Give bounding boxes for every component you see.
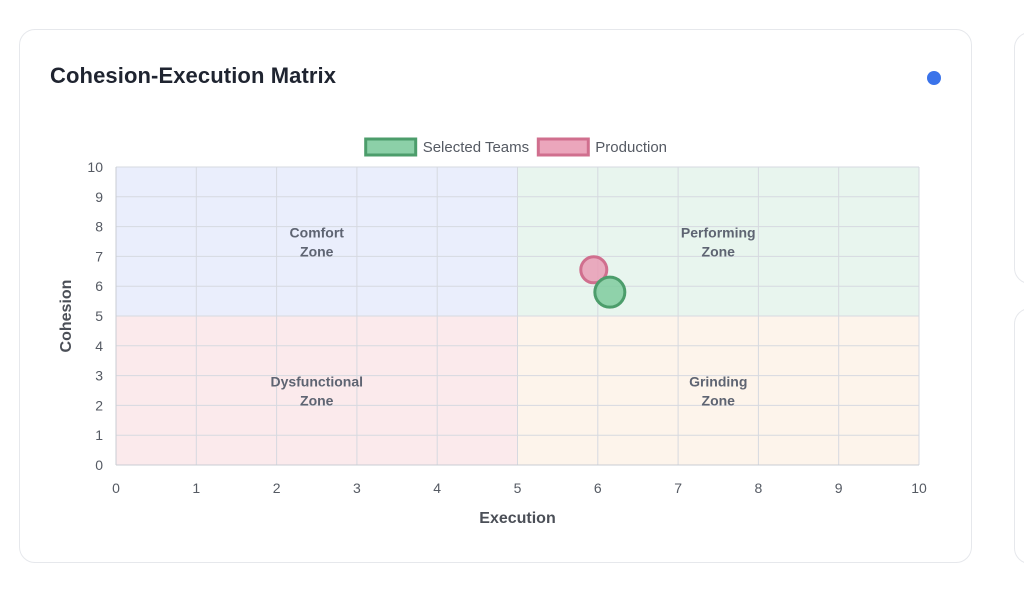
x-tick-label: 5 bbox=[514, 480, 522, 496]
zone-2 bbox=[116, 316, 518, 465]
legend-swatch bbox=[364, 137, 418, 157]
x-tick-label: 3 bbox=[353, 480, 361, 496]
y-tick-label: 8 bbox=[95, 219, 103, 235]
x-tick-label: 4 bbox=[433, 480, 441, 496]
zone-label: Dysfunctional Zone bbox=[270, 374, 363, 409]
x-axis-title: Execution bbox=[479, 510, 555, 527]
x-tick-label: 2 bbox=[273, 480, 281, 496]
x-tick-label: 10 bbox=[911, 480, 927, 496]
x-tick-label: 9 bbox=[835, 480, 843, 496]
y-tick-label: 5 bbox=[95, 308, 103, 324]
y-tick-label: 2 bbox=[95, 397, 103, 413]
x-tick-label: 8 bbox=[755, 480, 763, 496]
data-point-selected-teams bbox=[593, 275, 627, 309]
data-point-production bbox=[579, 255, 609, 285]
zone-0 bbox=[116, 167, 518, 316]
x-tick-label: 7 bbox=[674, 480, 682, 496]
zone-label: Grinding Zone bbox=[689, 374, 747, 409]
y-tick-label: 6 bbox=[95, 278, 103, 294]
y-tick-label: 3 bbox=[95, 368, 103, 384]
zone-3 bbox=[517, 316, 919, 465]
y-tick-label: 0 bbox=[95, 457, 103, 473]
legend-label: Production bbox=[595, 139, 667, 156]
legend-label: Selected Teams bbox=[423, 139, 529, 156]
y-tick-label: 10 bbox=[87, 159, 103, 175]
legend-swatch bbox=[536, 137, 590, 157]
zone-1 bbox=[517, 167, 919, 316]
y-tick-label: 9 bbox=[95, 189, 103, 205]
zone-label: Performing Zone bbox=[681, 225, 756, 260]
x-tick-label: 0 bbox=[112, 480, 120, 496]
card-title: Cohesion-Execution Matrix bbox=[50, 63, 337, 88]
y-tick-label: 4 bbox=[95, 338, 103, 354]
x-tick-label: 1 bbox=[192, 480, 200, 496]
y-axis-title: Cohesion bbox=[58, 280, 75, 353]
x-tick-label: 6 bbox=[594, 480, 602, 496]
zone-label: Comfort Zone bbox=[290, 225, 345, 260]
y-tick-label: 7 bbox=[95, 248, 103, 264]
y-tick-label: 1 bbox=[95, 427, 103, 443]
status-dot bbox=[927, 71, 941, 85]
